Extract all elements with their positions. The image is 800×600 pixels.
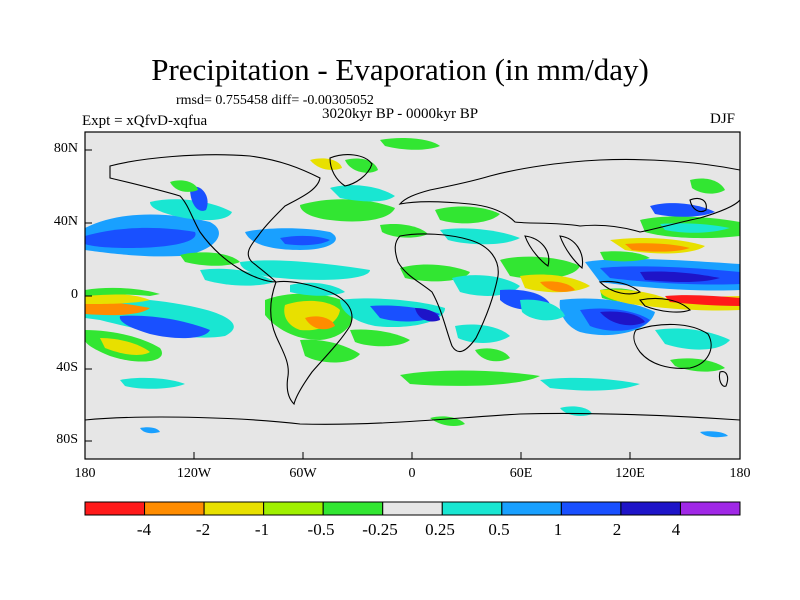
colorbar-label: 0.5 bbox=[488, 520, 510, 539]
lat-tick-label: 0 bbox=[71, 287, 78, 302]
colorbar-box bbox=[144, 501, 205, 516]
colorbar-box bbox=[620, 501, 681, 516]
colorbar-label: -4 bbox=[136, 520, 152, 539]
axis-ticks bbox=[84, 149, 741, 459]
colorbar-box bbox=[203, 501, 265, 516]
colorbar-box bbox=[322, 501, 384, 516]
lon-tick-label: 0 bbox=[408, 466, 416, 481]
lat-tick-label: 40N bbox=[53, 214, 78, 229]
period-label: 3020kyr BP - 0000kyr BP bbox=[322, 106, 479, 122]
stats-line: rmsd= 0.755458 diff= -0.00305052 bbox=[176, 93, 374, 108]
colorbar-label: -0.5 bbox=[307, 520, 335, 539]
colorbar bbox=[84, 501, 741, 516]
lon-tick-label: 60W bbox=[289, 466, 317, 481]
lat-tick-label: 80N bbox=[53, 141, 78, 156]
field-blobs bbox=[85, 138, 740, 438]
colorbar-box bbox=[679, 501, 741, 516]
lon-tick-label: 180 bbox=[729, 466, 751, 481]
lon-tick-label: 120W bbox=[176, 466, 212, 481]
colorbar-box bbox=[263, 501, 324, 516]
lon-tick-label: 180 bbox=[74, 466, 96, 481]
colorbar-label: 0.25 bbox=[425, 520, 455, 539]
colorbar-label: 4 bbox=[671, 520, 681, 539]
coastlines bbox=[85, 154, 740, 425]
colorbar-label: -1 bbox=[254, 520, 270, 539]
colorbar-box bbox=[441, 501, 503, 516]
experiment-label: Expt = xQfvD-xqfua bbox=[82, 113, 208, 129]
colorbar-label: -2 bbox=[195, 520, 211, 539]
colorbar-box bbox=[84, 501, 146, 516]
colorbar-box bbox=[382, 501, 443, 516]
lat-tick-label: 40S bbox=[56, 360, 78, 375]
map-title: Precipitation - Evaporation (in mm/day) bbox=[151, 52, 649, 87]
colorbar-label: 1 bbox=[553, 520, 563, 539]
lon-tick-label: 120E bbox=[615, 466, 645, 481]
colorbar-box bbox=[501, 501, 562, 516]
colorbar-label: -0.25 bbox=[362, 520, 398, 539]
lat-tick-label: 80S bbox=[56, 432, 78, 447]
colorbar-label: 2 bbox=[612, 520, 622, 539]
season-label: DJF bbox=[710, 111, 736, 127]
colorbar-box bbox=[560, 501, 622, 516]
lon-tick-label: 60E bbox=[509, 466, 533, 481]
